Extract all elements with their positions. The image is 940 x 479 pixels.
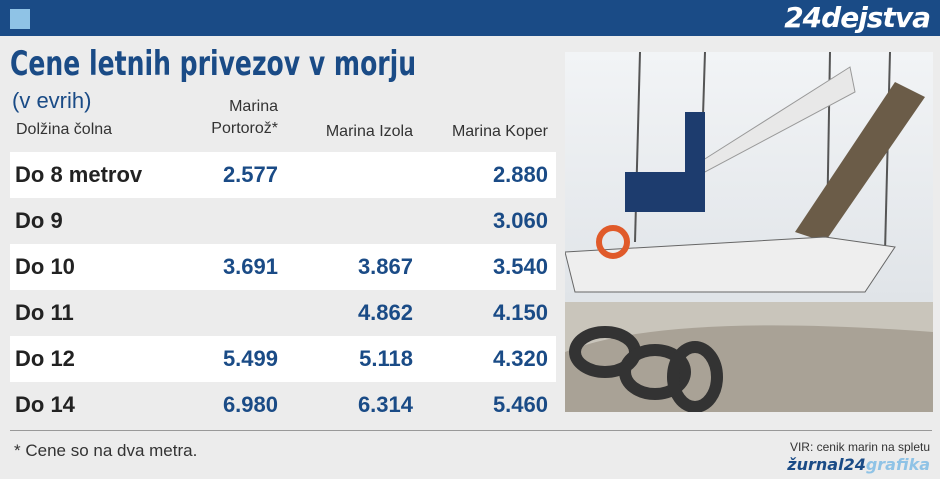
row-label: Do 10 [15,254,75,279]
subtitle: (v evrih) [12,88,92,113]
photo [565,52,933,412]
table-row [10,152,556,198]
header-square [10,9,30,29]
row-label: Do 11 [15,300,74,325]
footnote: * Cene so na dva metra. [14,441,198,460]
logo: 24dejstva [784,1,931,34]
row-label: Do 12 [15,346,75,371]
price: 5.499 [222,346,278,371]
price: 4.150 [492,300,548,325]
column-header: Marina Portorož* [211,98,278,137]
credit-suffix: grafika [865,455,930,474]
price: 3.867 [357,254,413,279]
row-label: Do 9 [15,208,63,233]
price: 2.577 [222,162,278,187]
row-label: Do 14 [15,392,75,417]
credit-brand: žurnal24 [787,455,866,474]
price: 2.880 [492,162,548,187]
row-label: Do 8 metrov [15,162,143,187]
price: 6.314 [357,392,413,417]
column-header: Dolžina čolna [16,121,113,138]
credit: žurnal24grafika [787,455,930,474]
price: 4.862 [357,300,413,325]
price: 3.540 [492,254,548,279]
source: VIR: cenik marin na spletu [789,440,930,454]
divider [10,430,932,431]
price: 4.320 [492,346,548,371]
table-row [10,244,556,290]
price: 5.118 [359,346,413,371]
price: 3.691 [222,254,278,279]
price: 5.460 [492,392,548,417]
price: 3.060 [492,208,548,233]
title: Cene letnih privezov v morju [10,44,417,84]
price: 6.980 [222,392,278,417]
table-row [10,336,556,382]
column-header: Marina Koper [451,123,548,140]
column-header: Marina Izola [325,123,413,140]
header-bar: 24dejstva [0,0,940,36]
